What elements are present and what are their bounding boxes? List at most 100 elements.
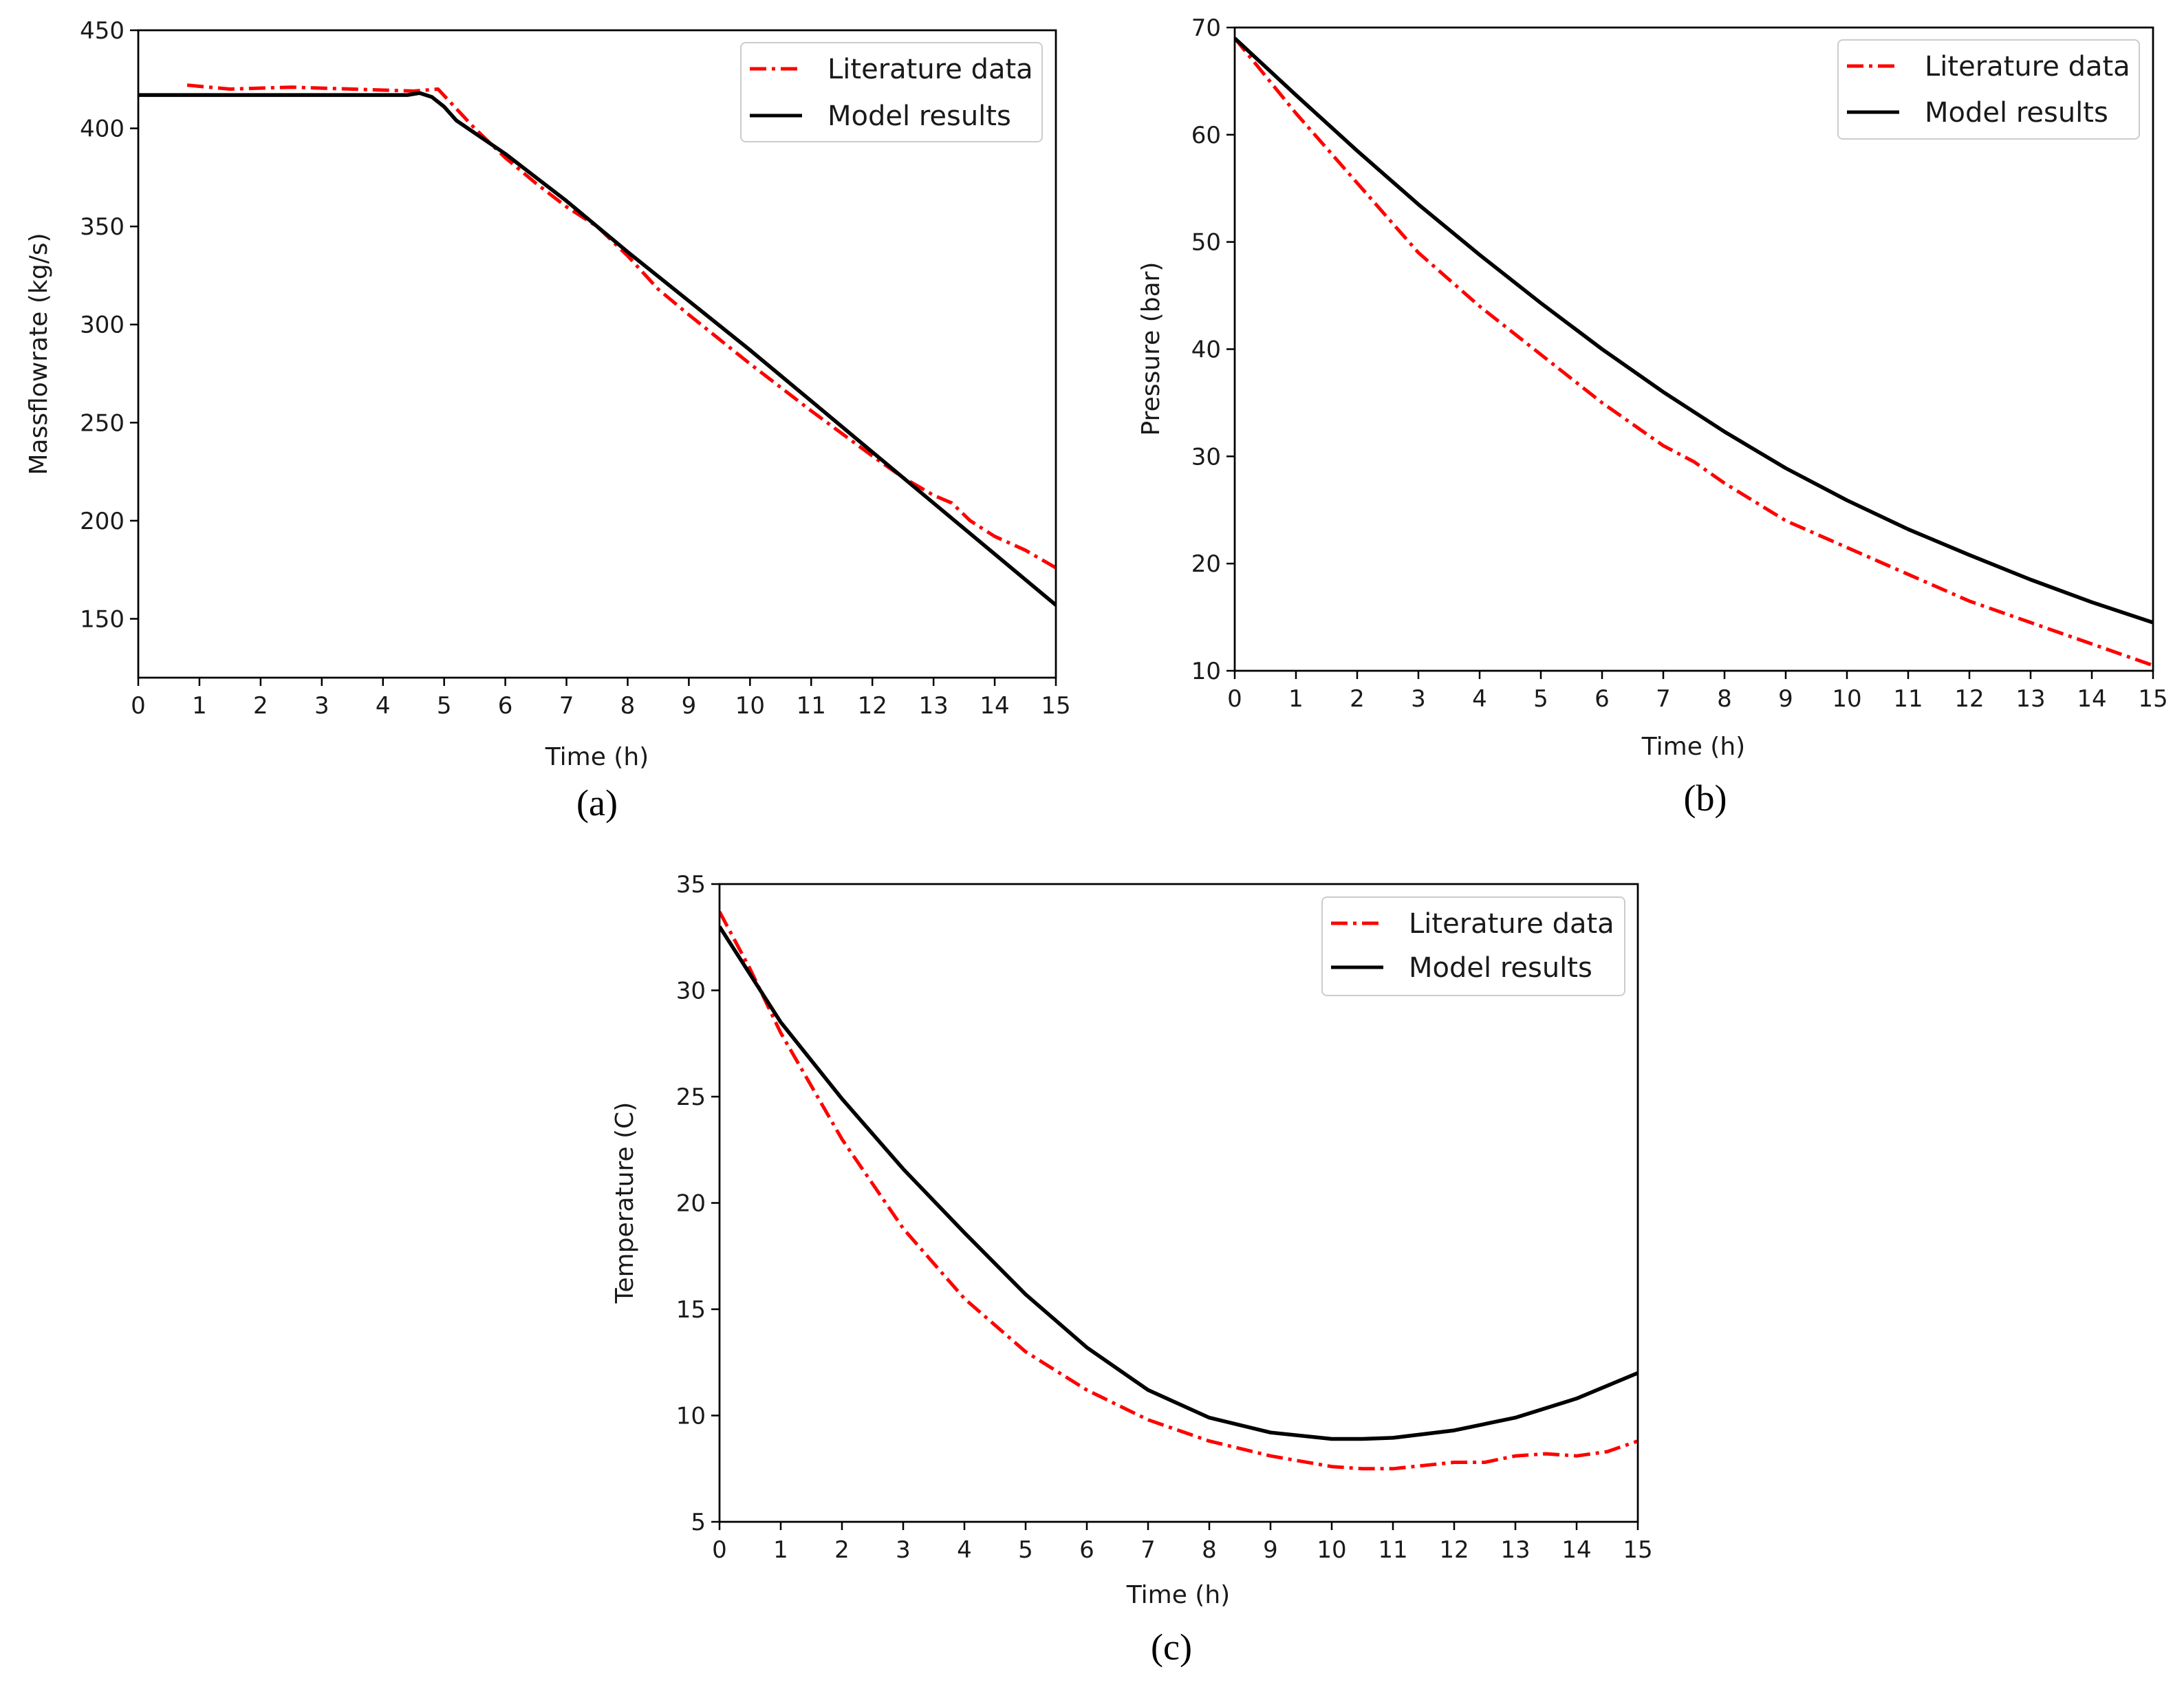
x-tick-label-c-13: 13 [1500, 1536, 1530, 1564]
x-tick-label-a-9: 9 [682, 692, 697, 720]
x-tick-label-b-6: 6 [1594, 685, 1610, 713]
y-tick-label-c-35: 35 [676, 871, 706, 899]
model-results-line-a [138, 91, 1056, 607]
x-tick-label-b-1: 1 [1288, 685, 1304, 713]
literature-data-line-b [1235, 37, 2153, 667]
x-tick-label-a-12: 12 [858, 692, 887, 720]
x-tick-label-b-12: 12 [1954, 685, 1984, 713]
x-tick-label-b-10: 10 [1832, 685, 1861, 713]
y-tick-label-b-50: 50 [1191, 229, 1221, 257]
y-tick-label-c-25: 25 [676, 1084, 706, 1111]
legend-box-c [1321, 896, 1625, 996]
y-tick-label-a-400: 400 [80, 116, 125, 143]
x-tick-label-c-11: 11 [1378, 1536, 1407, 1564]
x-tick-label-a-4: 4 [376, 692, 391, 720]
y-axis-label-a: Massflowrate (kg/s) [25, 233, 53, 475]
legend-a: Literature data Model results [740, 42, 1043, 142]
x-tick-label-a-3: 3 [314, 692, 329, 720]
y-tick-label-c-20: 20 [676, 1190, 706, 1218]
x-tick-label-c-12: 12 [1439, 1536, 1469, 1564]
legend-box-b [1837, 39, 2140, 140]
legend-b: Literature data Model results [1837, 39, 2140, 140]
x-axis-label-b: Time (h) [1641, 733, 1745, 761]
x-tick-label-c-8: 8 [1202, 1536, 1217, 1564]
x-tick-label-a-13: 13 [919, 692, 949, 720]
x-tick-label-a-10: 10 [735, 692, 765, 720]
x-tick-label-a-8: 8 [620, 692, 636, 720]
x-axis-label-a: Time (h) [545, 743, 649, 771]
y-tick-label-a-250: 250 [80, 409, 125, 437]
y-tick-label-b-70: 70 [1191, 14, 1221, 42]
x-tick-label-b-15: 15 [2138, 685, 2167, 713]
y-axis-label-b: Pressure (bar) [1137, 262, 1165, 436]
legend-label-model-a: Model results [828, 100, 1011, 132]
y-tick-label-c-5: 5 [691, 1509, 706, 1536]
x-tick-label-a-2: 2 [253, 692, 268, 720]
temperature-chart: Time (h) Temperature (C) (c) Literature … [611, 871, 1653, 1668]
caption-b: (b) [1684, 777, 1727, 819]
y-axis-label-c: Temperature (C) [611, 1102, 639, 1304]
literature-data-line-a [186, 83, 1056, 570]
x-tick-label-c-9: 9 [1263, 1536, 1278, 1564]
caption-c: (c) [1151, 1626, 1192, 1668]
x-tick-label-a-0: 0 [131, 692, 146, 720]
x-tick-label-a-15: 15 [1041, 692, 1070, 720]
legend-label-model-c: Model results [1409, 952, 1592, 984]
model-results-line-c [720, 925, 1638, 1441]
x-tick-label-c-7: 7 [1140, 1536, 1156, 1564]
x-tick-label-c-2: 2 [834, 1536, 850, 1564]
y-tick-label-b-40: 40 [1191, 336, 1221, 364]
y-tick-label-b-10: 10 [1191, 658, 1221, 685]
x-tick-label-b-4: 4 [1472, 685, 1487, 713]
x-tick-label-a-14: 14 [980, 692, 1009, 720]
x-tick-label-a-11: 11 [797, 692, 826, 720]
y-tick-label-c-15: 15 [676, 1296, 706, 1324]
x-tick-label-b-13: 13 [2015, 685, 2045, 713]
x-tick-label-c-3: 3 [896, 1536, 911, 1564]
y-tick-label-c-30: 30 [676, 978, 706, 1005]
x-tick-label-b-5: 5 [1533, 685, 1548, 713]
legend-label-literature-b: Literature data [1925, 51, 2130, 83]
x-tick-label-c-10: 10 [1317, 1536, 1346, 1564]
pressure-chart: Time (h) Pressure (bar) (b) Literature d… [1137, 14, 2168, 819]
y-tick-label-a-350: 350 [80, 213, 125, 241]
caption-a: (a) [576, 782, 618, 824]
y-tick-label-b-20: 20 [1191, 550, 1221, 578]
x-tick-label-a-7: 7 [559, 692, 574, 720]
x-tick-label-a-6: 6 [498, 692, 513, 720]
legend-c: Literature data Model results [1321, 896, 1625, 996]
x-tick-label-b-2: 2 [1350, 685, 1365, 713]
x-tick-label-c-1: 1 [773, 1536, 788, 1564]
x-tick-label-b-3: 3 [1411, 685, 1426, 713]
y-tick-label-c-10: 10 [676, 1403, 706, 1430]
x-tick-label-a-5: 5 [437, 692, 452, 720]
legend-label-literature-a: Literature data [828, 54, 1033, 85]
y-tick-label-a-300: 300 [80, 312, 125, 339]
plot-outline-a [137, 29, 1057, 679]
x-tick-label-b-14: 14 [2077, 685, 2106, 713]
literature-data-line-c [720, 911, 1638, 1471]
x-tick-label-b-11: 11 [1893, 685, 1923, 713]
x-tick-label-a-1: 1 [192, 692, 207, 720]
x-axis-label-c: Time (h) [1126, 1581, 1230, 1609]
y-tick-label-a-200: 200 [80, 508, 125, 535]
x-tick-label-c-5: 5 [1018, 1536, 1033, 1564]
legend-label-model-b: Model results [1925, 97, 2108, 129]
x-tick-label-c-14: 14 [1561, 1536, 1591, 1564]
x-tick-label-b-0: 0 [1227, 685, 1242, 713]
x-tick-label-b-8: 8 [1717, 685, 1732, 713]
y-tick-label-a-450: 450 [80, 17, 125, 45]
legend-box-a [740, 42, 1043, 142]
legend-label-literature-c: Literature data [1409, 908, 1614, 940]
y-tick-label-b-30: 30 [1191, 443, 1221, 471]
x-tick-label-b-9: 9 [1778, 685, 1793, 713]
x-tick-label-c-4: 4 [957, 1536, 972, 1564]
y-tick-label-a-150: 150 [80, 605, 125, 633]
x-tick-label-b-7: 7 [1656, 685, 1671, 713]
x-tick-label-c-15: 15 [1623, 1536, 1652, 1564]
y-tick-label-b-60: 60 [1191, 122, 1221, 149]
massflowrate-chart: Time (h) Massflowrate (kg/s) (a) Literat… [25, 17, 1071, 824]
x-tick-label-c-6: 6 [1079, 1536, 1094, 1564]
model-results-line-b [1235, 36, 2153, 625]
